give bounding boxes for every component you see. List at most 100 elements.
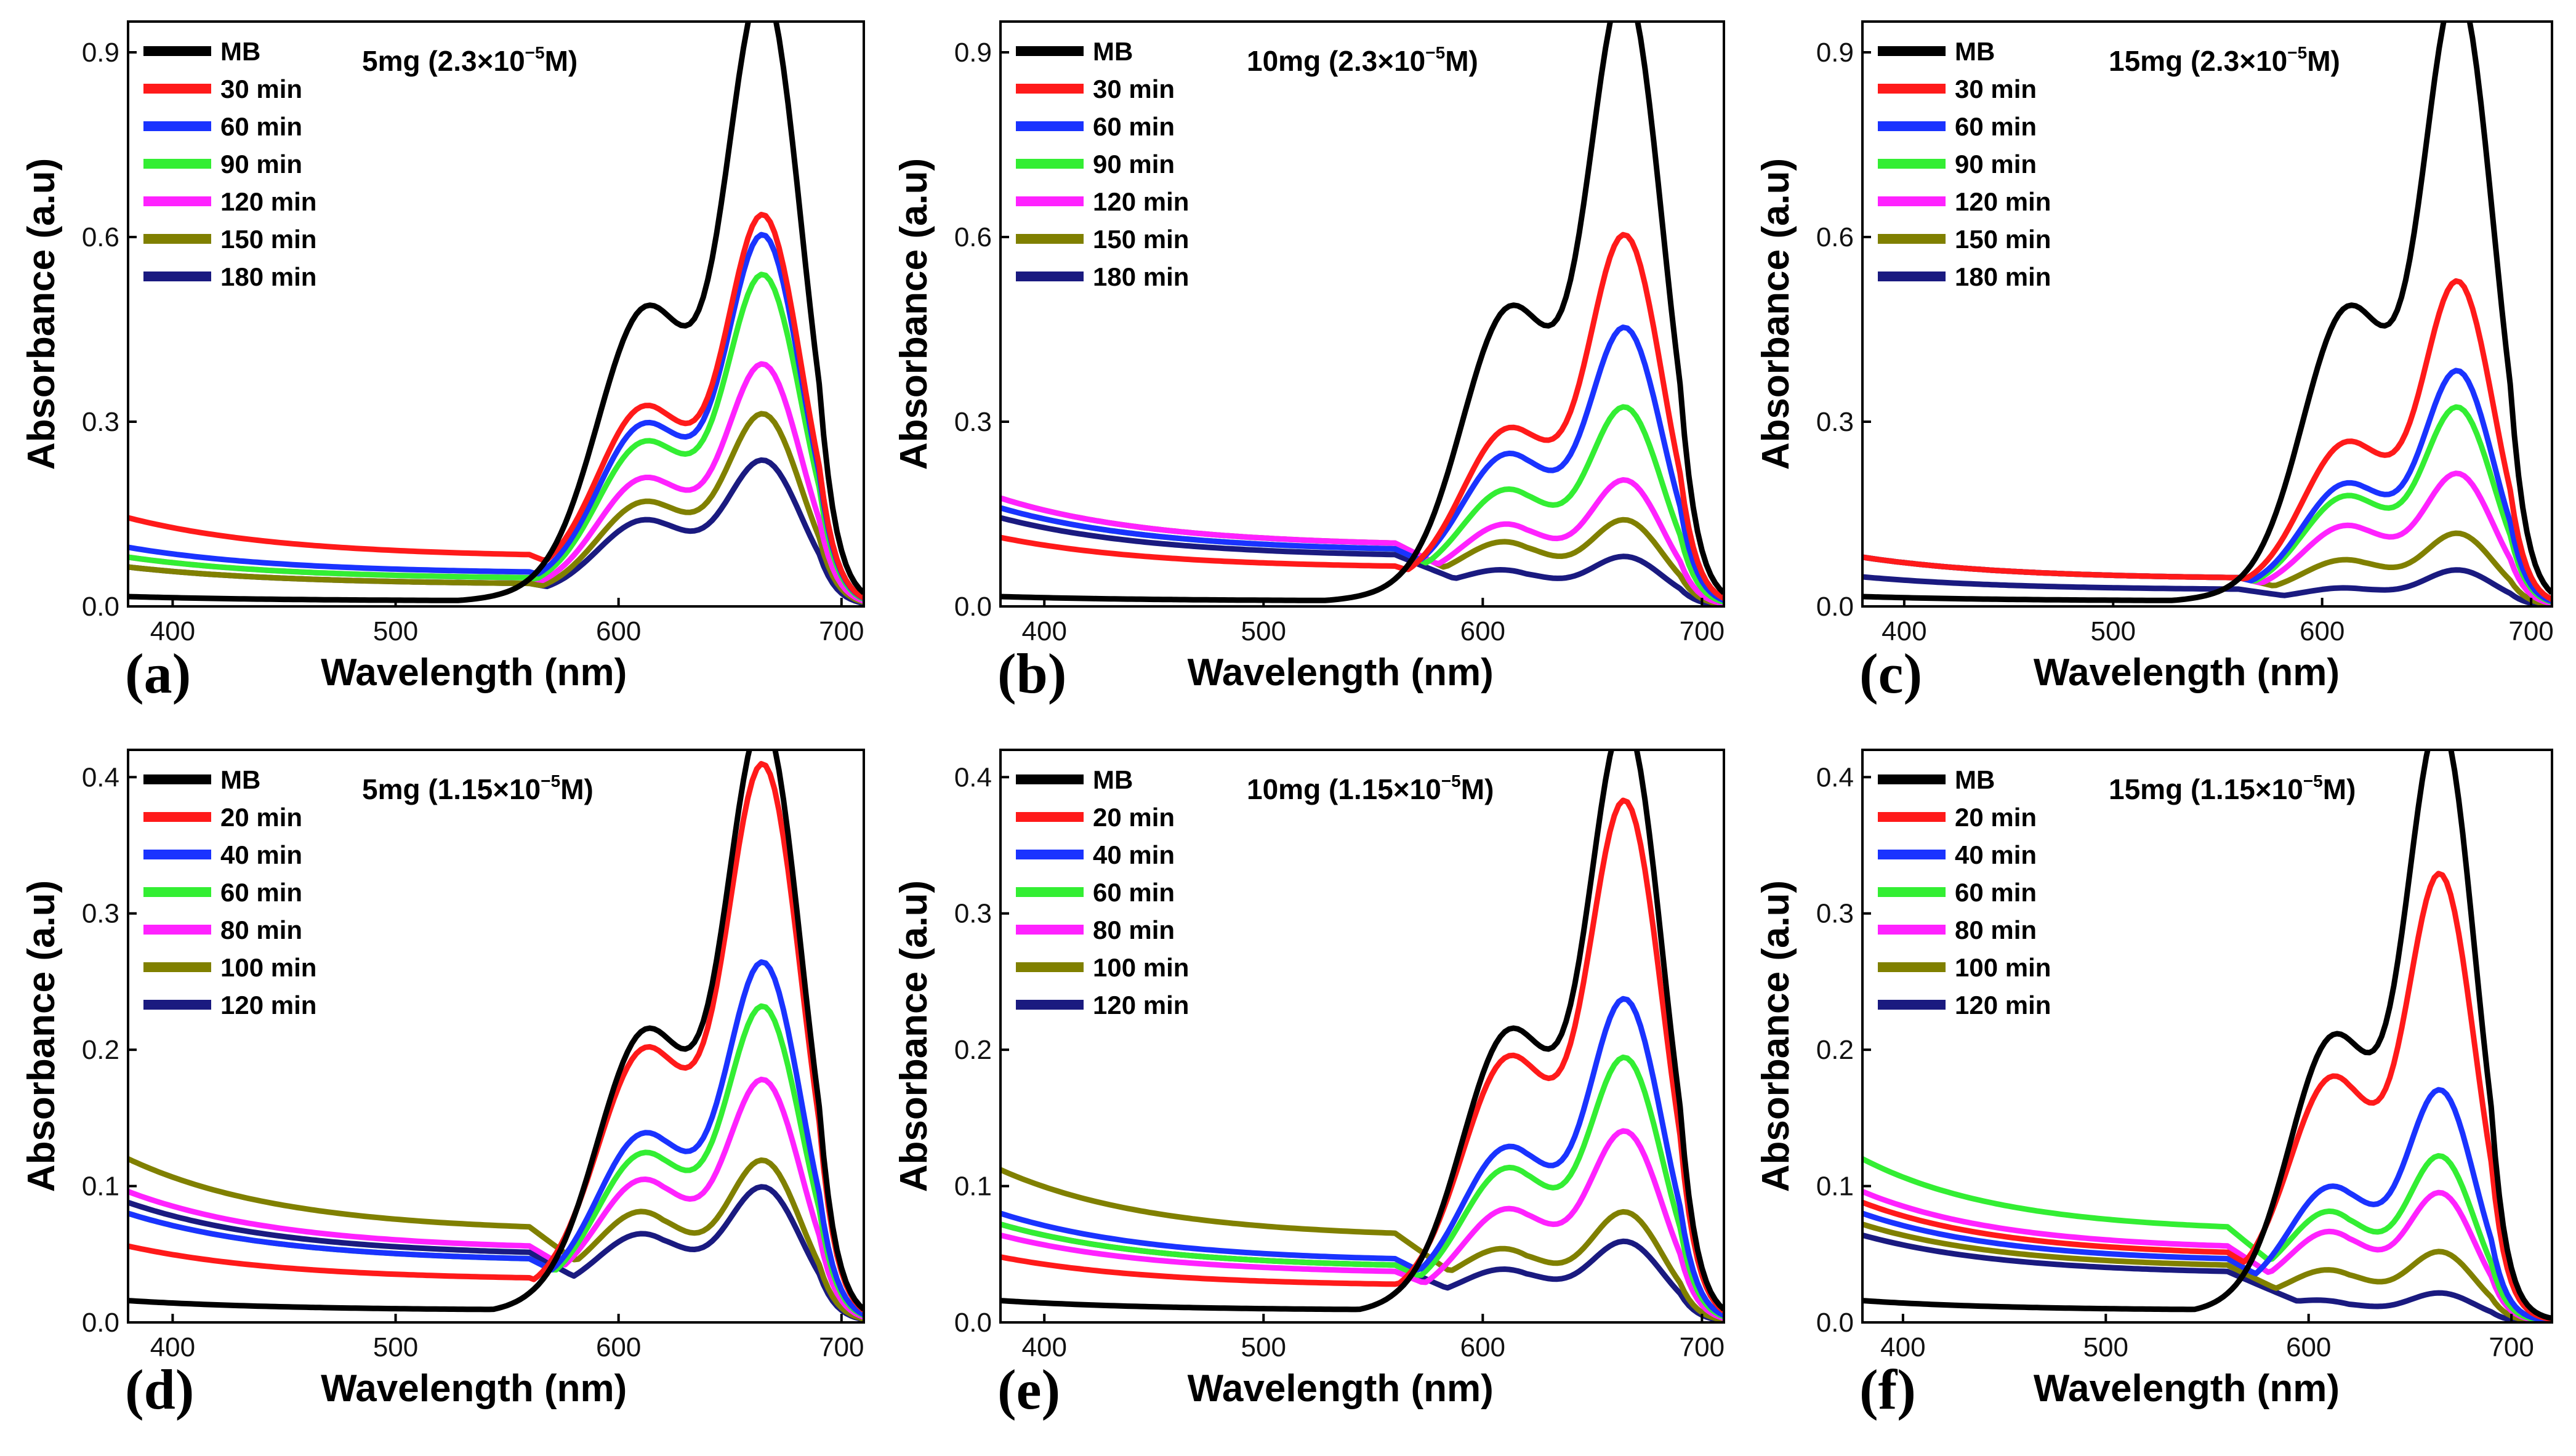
x-tick-label: 600	[2286, 1332, 2331, 1362]
x-axis-label: Wavelength (nm)	[1188, 651, 1494, 694]
legend-label: 180 min	[220, 262, 316, 291]
legend-label: 120 min	[220, 991, 316, 1020]
legend-label: 40 min	[1093, 840, 1175, 869]
panel-letter: (a)	[125, 642, 191, 705]
legend-label: 90 min	[220, 150, 302, 179]
legend-label: 150 min	[1093, 225, 1189, 254]
legend-label: 60 min	[1955, 112, 2037, 141]
panel-title: 15mg (2.3×10−5M)	[2109, 43, 2340, 77]
y-tick-label: 0.2	[1816, 1035, 1854, 1065]
y-tick-label: 0.0	[954, 592, 992, 622]
series-line-40-min	[1862, 1087, 2552, 1322]
x-tick-label: 400	[150, 616, 195, 646]
chart-panel-e: 400 500 600 700 0.0 0.1 0.2 0.3 0.4 Wavelength (n…	[893, 749, 1725, 1421]
legend-label: 100 min	[1955, 953, 2051, 982]
legend-label: 60 min	[220, 112, 302, 141]
y-axis-label: Absorbance (a.u)	[1755, 880, 1797, 1192]
panel-letter: (c)	[1859, 642, 1922, 705]
x-tick-label: 600	[1460, 616, 1505, 646]
series-line-20-min	[1862, 871, 2552, 1322]
legend-label: 120 min	[220, 187, 316, 216]
series-line-150-min	[128, 411, 864, 605]
x-tick-label: 500	[373, 616, 418, 646]
y-tick-label: 0.4	[954, 762, 992, 792]
legend-label: 60 min	[220, 878, 302, 907]
series-line-90-min	[1000, 404, 1724, 605]
legend-label: MB	[1955, 765, 1995, 794]
y-tick-label: 0.1	[82, 1172, 119, 1202]
plot-frame	[1861, 749, 2553, 1324]
legend-label: 150 min	[1955, 225, 2051, 254]
series-line-60-min	[1000, 324, 1724, 603]
legend: MB 30 min 60 min 90 min 120 min 150 min 180 mi…	[1016, 37, 1189, 291]
legend-label: MB	[1093, 37, 1133, 66]
series-line-80-min	[1862, 1189, 2552, 1322]
legend-label: 120 min	[1955, 187, 2051, 216]
legend-label: 20 min	[1093, 803, 1175, 832]
legend-label: 80 min	[1955, 915, 2037, 944]
y-tick-label: 0.9	[954, 38, 992, 68]
series-line-180-min	[1000, 515, 1724, 606]
series-line-180-min	[1862, 567, 2552, 606]
y-tick-label: 0.9	[1816, 38, 1854, 68]
panel-letter: (b)	[997, 642, 1066, 705]
legend-label: 90 min	[1955, 150, 2037, 179]
y-tick-label: 0.0	[954, 1308, 992, 1338]
legend: MB 20 min 40 min 60 min 80 min 100 min 120 min	[143, 765, 316, 1020]
series-lines	[1000, 22, 1724, 606]
panel-title: 5mg (2.3×10−5M)	[362, 43, 578, 77]
y-tick-label: 0.0	[1816, 592, 1854, 622]
x-tick-label: 600	[2300, 616, 2345, 646]
y-tick-label: 0.6	[954, 222, 992, 252]
series-line-120-min	[128, 1184, 864, 1322]
series-line-MB	[128, 750, 864, 1313]
y-tick-label: 0.4	[82, 762, 119, 792]
x-tick-label: 400	[1880, 1332, 1925, 1362]
legend-label: 20 min	[220, 803, 302, 832]
panel-letter: (f)	[1859, 1358, 1916, 1421]
plot-frame	[127, 749, 865, 1324]
legend-label: 120 min	[1093, 991, 1189, 1020]
legend-label: 40 min	[220, 840, 302, 869]
y-axis-label: Absorbance (a.u)	[1755, 158, 1797, 470]
y-tick-label: 0.3	[954, 407, 992, 437]
legend-label: 80 min	[220, 915, 302, 944]
series-line-40-min	[1000, 995, 1724, 1318]
x-tick-label: 500	[1241, 616, 1286, 646]
series-line-60-min	[1862, 1152, 2552, 1322]
series-line-120-min	[128, 361, 864, 604]
series-line-80-min	[128, 1076, 864, 1320]
x-axis-label: Wavelength (nm)	[321, 1367, 627, 1410]
series-line-60-min	[128, 231, 864, 601]
y-tick-label: 0.6	[1816, 222, 1854, 252]
series-line-MB	[1862, 750, 2552, 1321]
legend-label: 100 min	[1093, 953, 1189, 982]
panel-letter: (e)	[997, 1358, 1060, 1421]
chart-panel-c: 400 500 600 700 0.0 0.3 0.6 0.9 Wavelength (nm) A…	[1755, 20, 2554, 705]
series-line-80-min	[1000, 1128, 1724, 1321]
series-line-60-min	[1000, 1054, 1724, 1319]
series-line-100-min	[1000, 1167, 1724, 1322]
legend-label: 60 min	[1093, 878, 1175, 907]
legend-label: MB	[1093, 765, 1133, 794]
series-line-20-min	[128, 761, 864, 1313]
x-axis-label: Wavelength (nm)	[2034, 1367, 2340, 1410]
legend-label: 90 min	[1093, 150, 1175, 179]
x-tick-label: 600	[596, 616, 641, 646]
x-tick-label: 700	[2508, 616, 2553, 646]
y-tick-label: 0.2	[954, 1035, 992, 1065]
plot-frame	[999, 20, 1725, 608]
x-tick-label: 500	[373, 1332, 418, 1362]
y-tick-label: 0.0	[82, 1308, 119, 1338]
series-lines	[1000, 750, 1724, 1322]
legend-label: 30 min	[220, 74, 302, 103]
legend-label: 40 min	[1955, 840, 2037, 869]
legend-label: 150 min	[220, 225, 316, 254]
series-lines	[1862, 750, 2552, 1322]
legend: MB 30 min 60 min 90 min 120 min 150 min 180 mi…	[143, 37, 316, 291]
series-line-40-min	[128, 959, 864, 1317]
chart-panel-d: 400 500 600 700 0.0 0.1 0.2 0.3 0.4 Wavelength (n…	[20, 749, 865, 1421]
x-tick-label: 500	[2083, 1332, 2128, 1362]
x-tick-label: 400	[1882, 616, 1926, 646]
